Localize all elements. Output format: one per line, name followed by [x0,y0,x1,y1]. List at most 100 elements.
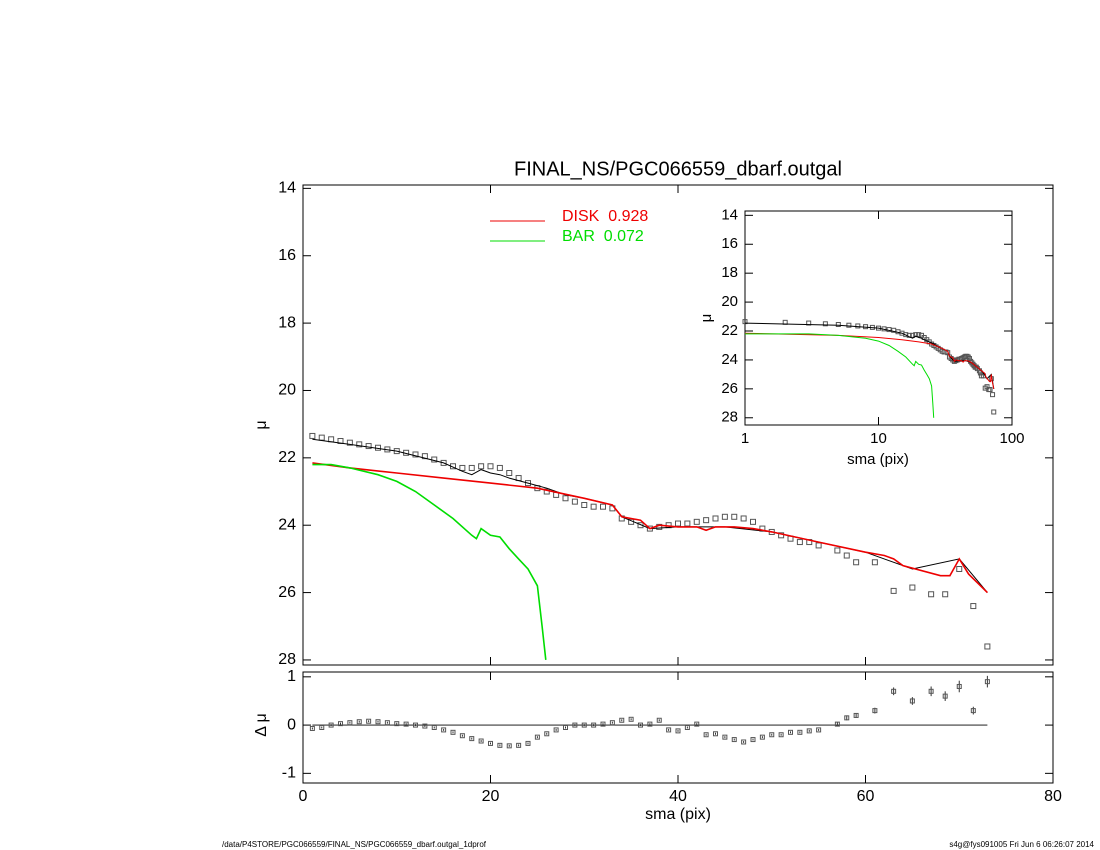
data-point [987,387,993,393]
residual-point [591,722,597,728]
x-tick-label: 100 [999,430,1024,447]
residual-point [328,722,334,728]
data-point [468,464,475,471]
data-point [318,434,325,441]
data-point [684,520,691,527]
data-point [412,451,419,458]
data-point [600,503,606,510]
residual-point [647,721,653,727]
data-point [440,459,447,466]
inset-bg [745,211,1012,425]
data-point [806,320,812,326]
data-point [496,464,503,471]
residual-point [970,708,976,714]
residual-point [909,698,915,704]
residual-point [778,732,784,738]
residual-point [459,733,465,739]
residual-point [319,725,325,730]
residual-point [431,725,437,730]
x-tick-label: 80 [1044,788,1062,805]
footer-left: /data/P4STORE/PGC066559/FINAL_NS/PGC0665… [222,840,487,849]
data-point [970,603,977,610]
model-line [745,333,935,418]
residual-point [534,734,540,740]
residual-point [347,720,353,726]
residual-point [769,732,775,738]
y-tick-label: 20 [721,293,738,310]
residual-point [394,721,400,727]
data-point [928,591,935,598]
y-tick-label: 18 [721,264,738,281]
data-point [973,364,979,370]
residual-point [722,734,728,740]
data-point [843,552,850,559]
residual-point [403,721,409,727]
residual-point [656,717,662,723]
residual-point [338,721,343,727]
y-tick-label: 14 [278,180,296,197]
data-point [822,321,828,327]
residual-point [516,742,522,748]
x-tick-label: 60 [857,788,875,805]
y-tick-label: 20 [278,382,296,399]
legend-label: DISK 0.928 [562,208,648,225]
data-point [365,443,372,450]
x-tick-label: 40 [669,788,687,805]
data-point [990,392,996,398]
residual-point [956,683,962,689]
y-tick-label: 24 [278,516,296,533]
y-tick-label: 14 [721,206,738,223]
y-tick-label: 22 [721,322,738,339]
data-point [750,518,756,525]
residual-point [703,732,709,738]
model-line [312,463,547,660]
residual-point [844,715,850,721]
residual-point [572,722,578,728]
data-point [478,463,485,470]
inset-y-label: μ [698,314,715,323]
x-axis-label: sma (pix) [645,806,711,823]
residual-point [356,719,362,725]
inset-x-label: sma (pix) [847,451,909,468]
residual-point [694,721,700,727]
y-tick-label: 28 [721,409,738,426]
data-point [956,566,963,572]
residual-point [816,727,822,733]
residual-point [563,725,568,730]
residual-point [797,729,803,735]
data-point [309,432,316,439]
y-tick-label: 24 [721,351,738,368]
residual-point [834,721,840,727]
residual-point [928,688,934,694]
chart-title: FINAL_NS/PGC066559_dbarf.outgal [514,158,842,180]
residual-point [741,739,747,745]
residual-point [478,738,484,744]
residual-point [666,727,672,733]
residual-point [788,729,793,735]
y-tick-label: 1 [287,668,296,685]
data-point [675,520,681,527]
residual-point [891,688,897,694]
data-point [590,503,597,510]
residual-point [628,716,634,722]
x-tick-label: 1 [741,430,749,447]
residual-point [497,742,503,748]
data-point [712,515,719,522]
data-point [487,463,494,470]
model-line [744,332,995,390]
data-point [991,409,997,415]
residual-point [450,729,456,735]
data-point [693,518,700,525]
residual-point [553,727,559,733]
data-point [721,513,728,520]
residual-point [506,743,512,749]
residual-point [441,727,447,733]
data-point [742,319,748,325]
data-point [855,323,861,329]
residual-point [872,708,878,714]
residual-point [544,731,550,737]
data-point [910,332,916,338]
residual-point [375,719,381,725]
residual-point [942,693,948,699]
